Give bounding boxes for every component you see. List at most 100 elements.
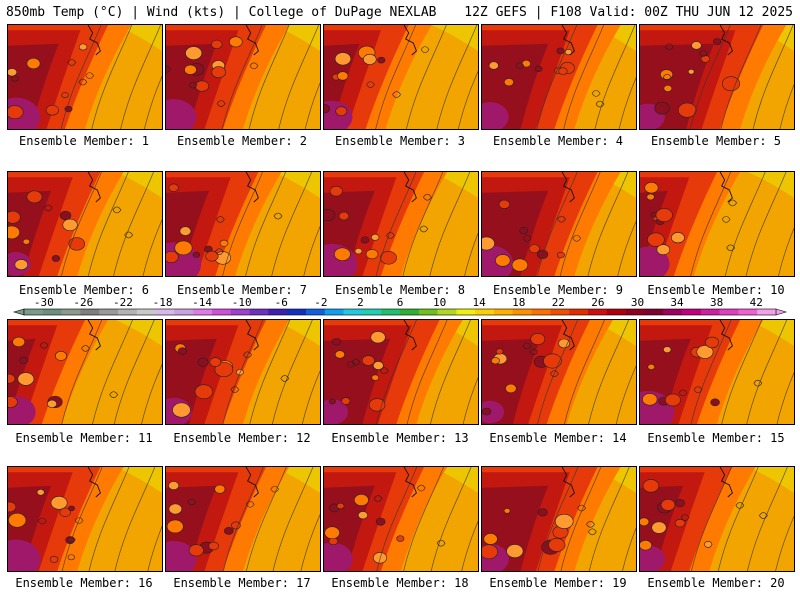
- ensemble-member-map: [323, 24, 479, 130]
- colorbar-segment: [42, 309, 62, 315]
- ensemble-member-label: Ensemble Member: 14: [489, 431, 627, 445]
- colorbar-tick-label: -22: [113, 296, 133, 309]
- temperature-field: [166, 467, 320, 571]
- temperature-field: [482, 467, 636, 571]
- ensemble-member-map: [165, 171, 321, 277]
- colorbar-segment: [400, 309, 420, 315]
- colorbar-tick-label: 6: [396, 296, 404, 309]
- colorbar-segment: [588, 309, 608, 315]
- colorbar-segment: [324, 309, 344, 315]
- colorbar-tick-label: 22: [551, 296, 565, 309]
- colorbar-tick-label: 18: [512, 296, 526, 309]
- colorbar-segment: [136, 309, 156, 315]
- ensemble-member-label: Ensemble Member: 8: [334, 283, 466, 297]
- ensemble-member-label: Ensemble Member: 12: [173, 431, 311, 445]
- colorbar-tick-label: 42: [749, 296, 763, 309]
- colorbar-segment: [306, 309, 326, 315]
- ensemble-member-map: [165, 319, 321, 425]
- temperature-field: [166, 320, 320, 424]
- ensemble-member-label: Ensemble Member: 20: [647, 576, 785, 590]
- ensemble-member-map: [7, 466, 163, 572]
- ensemble-member-label: Ensemble Member: 4: [492, 134, 624, 148]
- colorbar-tick-label: 34: [670, 296, 684, 309]
- colorbar-segment: [418, 309, 438, 315]
- colorbar-segment: [644, 309, 664, 315]
- temperature-field: [324, 25, 478, 129]
- colorbar-tick-label: -10: [231, 296, 252, 309]
- ensemble-member-map: [481, 319, 637, 425]
- ensemble-member-label: Ensemble Member: 10: [647, 283, 785, 297]
- ensemble-member-map: [481, 466, 637, 572]
- colorbar-segment: [99, 309, 119, 315]
- ensemble-member-map: [323, 319, 479, 425]
- ensemble-member-label: Ensemble Member: 1: [18, 134, 150, 148]
- ensemble-member-label: Ensemble Member: 11: [15, 431, 153, 445]
- ensemble-member-label: Ensemble Member: 16: [15, 576, 153, 590]
- ensemble-member-label: Ensemble Member: 3: [334, 134, 466, 148]
- colorbar-segment: [625, 309, 645, 315]
- colorbar-segment: [193, 309, 213, 315]
- colorbar-segment: [512, 309, 532, 315]
- colorbar-segment: [343, 309, 363, 315]
- colorbar-segment: [268, 309, 288, 315]
- ensemble-member-label: Ensemble Member: 6: [18, 283, 150, 297]
- colorbar-segment: [24, 309, 44, 315]
- colorbar-segment: [757, 309, 777, 315]
- colorbar-tick-label: 14: [472, 296, 486, 309]
- ensemble-member-map: [639, 24, 795, 130]
- ensemble-member-map: [7, 319, 163, 425]
- ensemble-member-label: Ensemble Member: 9: [492, 283, 624, 297]
- temperature-field: [166, 172, 320, 276]
- ensemble-member-label: Ensemble Member: 15: [647, 431, 785, 445]
- colorbar-tick-label: -30: [33, 296, 54, 309]
- colorbar-segment: [475, 309, 495, 315]
- ensemble-member-map: [481, 24, 637, 130]
- ensemble-member-label: Ensemble Member: 19: [489, 576, 627, 590]
- colorbar-tick-label: 26: [591, 296, 605, 309]
- temperature-field: [482, 320, 636, 424]
- colorbar-tick-label: 38: [710, 296, 724, 309]
- colorbar-tick-label: -6: [274, 296, 288, 309]
- map-title-left: 850mb Temp (°C) | Wind (kts) | College o…: [6, 5, 437, 20]
- colorbar-tick-label: 30: [630, 296, 645, 309]
- ensemble-member-map: [165, 466, 321, 572]
- colorbar-segment: [230, 309, 250, 315]
- temperature-field: [640, 467, 794, 571]
- ensemble-member-label: Ensemble Member: 2: [176, 134, 308, 148]
- colorbar-segment: [249, 309, 269, 315]
- colorbar-segment: [212, 309, 232, 315]
- colorbar-tick-label: -2: [314, 296, 328, 309]
- temperature-field: [8, 172, 162, 276]
- map-title-right: 12Z GEFS | F108 Valid: 00Z THU JUN 12 20…: [464, 5, 793, 20]
- ensemble-member-map: [639, 466, 795, 572]
- temperature-colorbar: [12, 308, 788, 316]
- ensemble-member-map: [7, 24, 163, 130]
- ensemble-member-map: [639, 171, 795, 277]
- ensemble-member-label: Ensemble Member: 18: [331, 576, 469, 590]
- colorbar-segment: [381, 309, 401, 315]
- ensemble-member-map: [7, 171, 163, 277]
- colorbar-segment: [118, 309, 138, 315]
- temperature-field: [324, 320, 478, 424]
- colorbar-segment: [174, 309, 194, 315]
- ensemble-member-map: [165, 24, 321, 130]
- colorbar-segment: [362, 309, 382, 315]
- colorbar-tick-label: 2: [357, 296, 364, 309]
- colorbar-segment: [494, 309, 514, 315]
- ensemble-member-map: [481, 171, 637, 277]
- colorbar-segment: [738, 309, 758, 315]
- colorbar-segment: [437, 309, 457, 315]
- colorbar-segment: [700, 309, 720, 315]
- ensemble-member-label: Ensemble Member: 13: [331, 431, 469, 445]
- temperature-field: [482, 25, 636, 129]
- temperature-field: [8, 320, 162, 424]
- colorbar-segment: [606, 309, 626, 315]
- temperature-field: [482, 172, 636, 276]
- ensemble-member-label: Ensemble Member: 7: [176, 283, 308, 297]
- colorbar-segment: [456, 309, 476, 315]
- colorbar-tick-label: 10: [432, 296, 447, 309]
- colorbar-segment: [663, 309, 683, 315]
- colorbar-tick-label: -18: [152, 296, 173, 309]
- colorbar-tick-label: -14: [192, 296, 213, 309]
- temperature-field: [166, 25, 320, 129]
